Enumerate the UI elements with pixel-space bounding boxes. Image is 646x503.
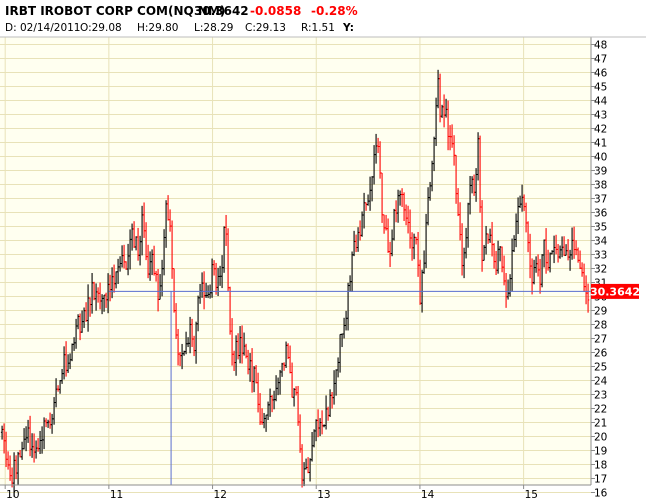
y-tick-label: 27: [594, 334, 607, 346]
y-tick-label: 23: [594, 390, 607, 402]
y-tick-label: 41: [594, 138, 607, 150]
y-tick-label: 40: [594, 152, 607, 164]
y-tick-label: 34: [594, 236, 608, 248]
ohlc-bar-down: [586, 283, 590, 313]
price-badge: 30.3642: [590, 283, 640, 299]
grid-lines: [0, 37, 591, 493]
crosshair: [108, 290, 591, 485]
price-badge-label: 30.3642: [590, 285, 640, 298]
x-tick-label: 12: [214, 489, 227, 501]
y-value-label: Y:: [342, 22, 354, 34]
y-tick-label: 16: [594, 488, 608, 500]
y-tick-label: 28: [594, 320, 607, 332]
y-tick-label: 39: [594, 166, 607, 178]
y-tick-label: 37: [594, 194, 607, 206]
plot-background: [0, 37, 591, 485]
x-tick-label: 15: [525, 489, 538, 501]
y-tick-label: 18: [594, 460, 607, 472]
y-tick-label: 48: [594, 40, 607, 52]
bar-close: C:29.13: [245, 22, 286, 34]
y-axis-ticks: 1617181920212223242526272829303132333435…: [591, 40, 608, 500]
x-axis-ticks: 10 11 12 13 14 15: [4, 485, 538, 501]
x-tick-label: 14: [421, 489, 435, 501]
header-background: [0, 0, 646, 37]
quote-header: IRBT IROBOT CORP COM(NQ NM) 30.3642 -0.0…: [5, 4, 358, 34]
bar-low: L:28.29: [194, 22, 233, 34]
y-tick-label: 38: [594, 180, 607, 192]
bar-open: O:29.08: [80, 22, 122, 34]
y-tick-label: 42: [594, 124, 607, 136]
price-change-percent: -0.28%: [311, 4, 358, 18]
y-tick-label: 32: [594, 264, 607, 276]
y-tick-label: 17: [594, 474, 607, 486]
y-tick-label: 45: [594, 82, 607, 94]
r-value: R:1.51: [301, 22, 335, 34]
y-tick-label: 29: [594, 306, 607, 318]
y-tick-label: 44: [594, 96, 608, 108]
y-tick-label: 24: [594, 376, 608, 388]
y-tick-label: 20: [594, 432, 607, 444]
y-tick-label: 19: [594, 446, 607, 458]
x-tick-label: 10: [6, 489, 19, 501]
x-tick-label: 13: [317, 489, 330, 501]
y-tick-label: 22: [594, 404, 607, 416]
y-tick-label: 47: [594, 54, 607, 66]
price-change: -0.0858: [250, 4, 301, 18]
symbol-title: IRBT IROBOT CORP COM(NQ NM): [5, 4, 225, 18]
y-tick-label: 21: [594, 418, 607, 430]
y-tick-label: 43: [594, 110, 607, 122]
y-tick-label: 36: [594, 208, 608, 220]
y-tick-label: 26: [594, 348, 608, 360]
bar-high: H:29.80: [137, 22, 179, 34]
y-tick-label: 33: [594, 250, 607, 262]
bar-date: D: 02/14/2011: [5, 22, 80, 34]
y-tick-label: 25: [594, 362, 607, 374]
price-bars: [0, 69, 590, 497]
x-tick-label: 11: [110, 489, 123, 501]
price-badge-background: [591, 283, 639, 299]
last-price: 30.3642: [194, 4, 249, 18]
y-tick-label: 35: [594, 222, 607, 234]
y-tick-label: 46: [594, 68, 608, 80]
